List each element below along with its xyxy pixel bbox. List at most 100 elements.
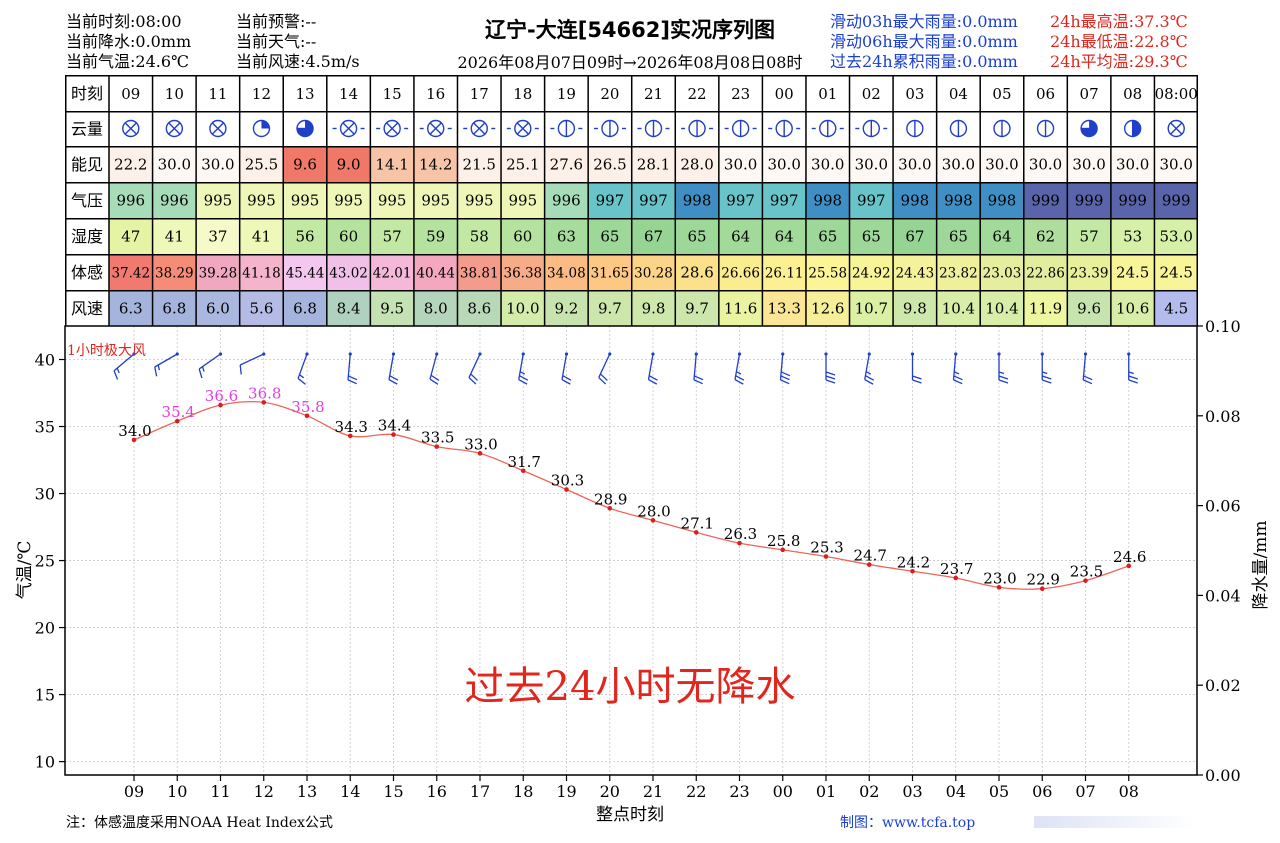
cell-wind-22 <box>1067 290 1111 326</box>
value-feel-18: 24.43 <box>896 266 935 282</box>
value-hum-24: 53.0 <box>1160 228 1193 246</box>
temp-stat-max: 24h最高温:37.3℃ <box>1050 12 1188 31</box>
hour-14: 23 <box>731 85 750 103</box>
cell-pres-8 <box>457 182 502 218</box>
cell-vis-20 <box>980 146 1024 182</box>
cell-feel-5 <box>326 254 371 290</box>
credit-link[interactable]: 制图：www.tcfa.top <box>840 815 976 831</box>
hour-20: 05 <box>992 85 1011 103</box>
wind-barb-7 <box>429 352 440 385</box>
cell-feel-2 <box>196 254 240 290</box>
wind-barb-10 <box>561 352 572 385</box>
temperature-point-8 <box>477 451 483 456</box>
temperature-label-19: 23.7 <box>940 560 973 578</box>
cell-pres-18 <box>893 182 937 218</box>
value-hum-11: 65 <box>600 228 619 246</box>
current-temp: 当前气温:24.6℃ <box>66 52 189 71</box>
wind-barb-1 <box>154 352 179 377</box>
cell-pres-16 <box>805 182 850 218</box>
value-hum-4: 56 <box>295 228 314 246</box>
value-feel-6: 42.01 <box>373 266 412 282</box>
cloud-icon-24 <box>1167 119 1185 138</box>
cell-feel-11 <box>588 254 632 290</box>
value-hum-12: 67 <box>644 228 663 246</box>
hour-16: 01 <box>818 85 837 103</box>
cell-hum-19 <box>936 218 981 254</box>
value-feel-0: 37.42 <box>111 266 150 282</box>
cell-hum-2 <box>196 218 240 254</box>
value-pres-11: 997 <box>596 192 625 210</box>
cell-wind-18 <box>893 290 937 326</box>
cell-pres-11 <box>588 182 632 218</box>
y-tick-label-4: 30 <box>35 485 55 504</box>
value-hum-22: 57 <box>1080 228 1099 246</box>
cell-wind-5 <box>326 290 371 326</box>
cell-hum-14 <box>718 218 763 254</box>
cell-vis-4 <box>283 146 327 182</box>
temperature-label-18: 24.2 <box>897 553 930 571</box>
cloud-icon-0 <box>122 119 140 138</box>
value-feel-17: 24.92 <box>852 266 891 282</box>
temperature-point-17 <box>866 562 872 567</box>
value-pres-10: 996 <box>552 192 581 210</box>
cloud-icon-5 <box>332 119 365 138</box>
value-wind-24: 4.5 <box>1164 300 1188 318</box>
value-vis-9: 25.1 <box>506 156 539 174</box>
cell-feel-20 <box>980 254 1024 290</box>
value-hum-6: 57 <box>383 228 402 246</box>
temperature-point-12 <box>650 518 656 523</box>
observation-table: 时刻 09 10 11 12 13 14 15 16 17 18 19 20 21 22 23 00 01 02 03… <box>65 75 1198 326</box>
cell-feel-15 <box>762 254 806 290</box>
x-tick-label-14: 23 <box>729 782 749 801</box>
cell-vis-5 <box>326 146 371 182</box>
cell-wind-8 <box>457 290 502 326</box>
cell-pres-24 <box>1154 182 1198 218</box>
y-tick-label-6: 40 <box>35 351 55 370</box>
temperature-point-13 <box>693 530 699 535</box>
value-vis-5: 9.0 <box>337 156 361 174</box>
wind-barb-17 <box>864 352 875 385</box>
cell-wind-7 <box>413 290 458 326</box>
value-wind-4: 6.8 <box>293 300 317 318</box>
cloud-icon-10 <box>550 119 583 138</box>
x-tick-label-6: 15 <box>383 782 403 801</box>
cell-hum-7 <box>413 218 458 254</box>
value-feel-11: 31.65 <box>591 266 630 282</box>
value-hum-17: 65 <box>862 228 881 246</box>
row-label-time: 时刻 <box>71 84 103 103</box>
cell-hum-17 <box>849 218 894 254</box>
value-vis-13: 28.0 <box>680 156 713 174</box>
cloud-icon-14 <box>724 119 757 138</box>
value-feel-21: 22.86 <box>1026 266 1065 282</box>
temperature-point-14 <box>737 540 742 546</box>
cell-wind-0 <box>109 290 153 326</box>
value-hum-8: 58 <box>470 228 489 246</box>
value-feel-8: 38.81 <box>460 266 499 282</box>
value-wind-12: 9.8 <box>642 300 666 318</box>
cell-pres-2 <box>196 182 240 218</box>
no-precip-annotation: 过去24小时无降水 <box>465 664 796 710</box>
row-label-cloud: 云量 <box>71 120 103 139</box>
cell-hum-21 <box>1023 218 1068 254</box>
row-label-vis: 能见 <box>71 155 103 174</box>
y2-tick-label-4: 0.08 <box>1205 407 1241 426</box>
value-feel-7: 40.44 <box>416 266 455 282</box>
wind-barb-18 <box>910 352 922 384</box>
cell-hum-20 <box>980 218 1024 254</box>
cell-feel-0 <box>109 254 153 290</box>
value-wind-18: 9.8 <box>903 300 927 318</box>
row-label-pres: 气压 <box>71 191 103 210</box>
value-wind-14: 11.6 <box>724 300 757 318</box>
x-tick-label-2: 11 <box>210 782 230 801</box>
cell-hum-3 <box>239 218 284 254</box>
cell-wind-2 <box>196 290 240 326</box>
value-feel-22: 23.39 <box>1070 266 1109 282</box>
rain-stat-3h: 滑动03h最大雨量:0.0mm <box>830 12 1018 31</box>
wind-barb-16 <box>824 352 836 384</box>
y-tick-label-2: 20 <box>35 619 55 638</box>
cloud-icon-19 <box>949 119 968 138</box>
current-status-left: 当前时刻:08:00 当前降水:0.0mm 当前气温:24.6℃ <box>66 12 191 72</box>
value-vis-6: 14.1 <box>375 156 408 174</box>
temperature-point-18 <box>910 568 915 574</box>
hour-4: 13 <box>295 85 314 103</box>
